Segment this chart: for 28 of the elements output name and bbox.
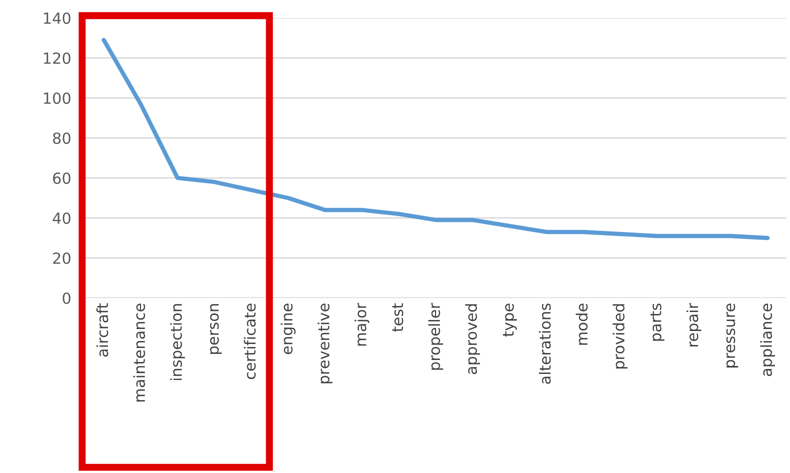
y-tick-label: 0 [62,292,70,304]
x-tick-label: major [354,302,370,346]
x-tick-label: pressure [726,304,738,368]
x-tick-label: parts [650,304,664,341]
x-tick-label: approved [465,304,480,374]
x-tick-label: aircraft [96,303,108,357]
y-tick-label: 20 [53,252,70,264]
y-tick-label: 120 [44,52,70,64]
x-tick-label: certificate [244,304,256,380]
x-tick-label: maintenance [133,304,146,402]
x-tick-label: inspection [170,304,185,380]
x-tick-label: alterations [538,304,551,384]
x-tick-label: appliance [760,304,776,376]
line-series [102,38,770,240]
x-tick-label: repair [686,302,702,346]
x-tick-label: preventive [318,304,332,384]
y-tick-label: 140 [44,12,70,24]
x-tick-label: test [392,303,404,332]
y-tick-label: 40 [52,212,70,224]
y-tick-label: 100 [44,92,70,104]
y-tick-label: 80 [53,132,70,144]
x-tick-label: mode [576,304,588,345]
x-tick-label: engine [280,304,296,354]
y-tick-label: 60 [53,172,70,184]
x-tick-label: person [210,304,222,354]
x-tick-label: provided [612,304,628,369]
x-tick-label: propeller [428,302,444,370]
x-tick-label: type [502,304,517,337]
